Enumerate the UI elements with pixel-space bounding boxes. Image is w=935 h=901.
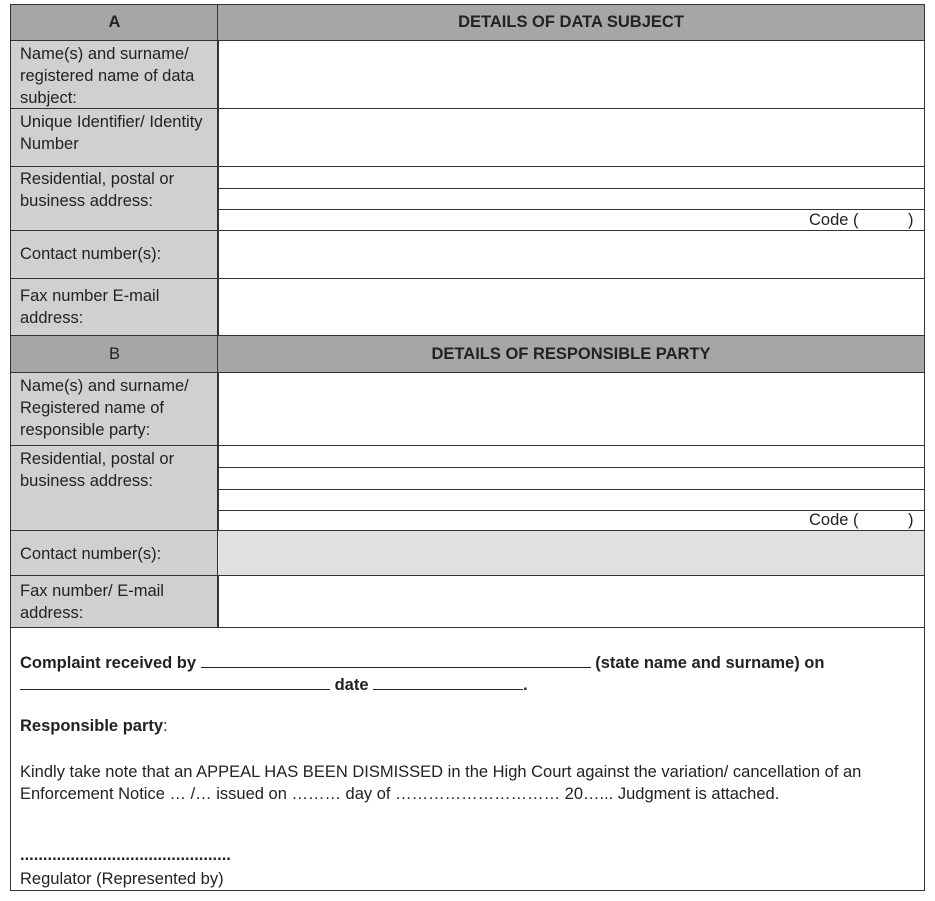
row-label: Fax number/ E-mail address: — [10, 575, 219, 628]
date-line: date . — [20, 673, 528, 695]
section-letter: A — [10, 4, 219, 41]
received-line: Complaint received by (state name and su… — [20, 651, 824, 673]
code-close: ) — [908, 211, 914, 229]
blank — [20, 673, 330, 690]
label: date — [334, 676, 369, 694]
row-label: Residential, postal or business address: — [10, 166, 219, 231]
section-letter: B — [10, 335, 219, 373]
label: Complaint received by — [20, 654, 197, 672]
blank — [373, 673, 524, 690]
code-label: Code ( — [809, 511, 859, 529]
rule — [217, 188, 925, 189]
label: Responsible party — [20, 717, 164, 735]
input-cell — [217, 530, 925, 576]
section-title: DETAILS OF RESPONSIBLE PARTY — [217, 335, 925, 373]
input-cell — [217, 108, 925, 167]
signature-label: Regulator (Represented by) — [20, 870, 224, 888]
label: (state name and surname) on — [595, 654, 825, 672]
input-cell — [217, 575, 925, 628]
row-label: Contact number(s): — [10, 530, 219, 576]
input-cell — [217, 230, 925, 279]
signature-dots: ........................................… — [20, 846, 231, 864]
row-label: Name(s) and surname/ Registered name of … — [10, 372, 219, 446]
row-label: Unique Identifier/ Identity Number — [10, 108, 219, 167]
row-label: Residential, postal or business address: — [10, 445, 219, 531]
rule — [217, 510, 925, 511]
input-cell — [217, 40, 925, 109]
rule — [217, 209, 925, 210]
code-close: ) — [908, 511, 914, 529]
input-cell — [217, 278, 925, 336]
responsible-line: Responsible party: — [20, 717, 168, 736]
section-title: DETAILS OF DATA SUBJECT — [217, 4, 925, 41]
rule — [217, 489, 925, 490]
row-label: Name(s) and surname/ registered name of … — [10, 40, 219, 109]
blank — [200, 651, 591, 668]
notice-box — [10, 627, 925, 891]
rule — [217, 467, 925, 468]
row-label: Fax number E-mail address: — [10, 278, 219, 336]
input-cell — [217, 372, 925, 446]
row-label: Contact number(s): — [10, 230, 219, 279]
colon: : — [163, 717, 168, 735]
label: . — [523, 676, 528, 694]
code-label: Code ( — [809, 211, 859, 229]
notice-body: Kindly take note that an APPEAL HAS BEEN… — [20, 763, 862, 803]
